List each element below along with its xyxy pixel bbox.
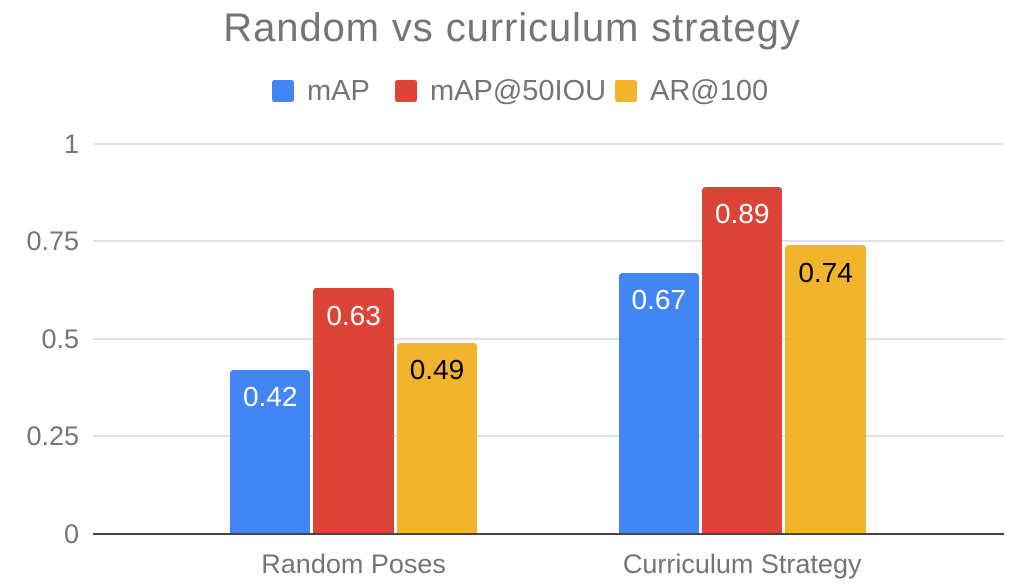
bar-mAP@50IOU-Curriculum Strategy: 0.89	[702, 186, 783, 535]
gridline-0.5	[93, 337, 1004, 340]
y-axis-tick-label: 1	[63, 129, 79, 159]
legend-swatch-AR@100	[615, 79, 637, 102]
bar-value-label: 0.49	[409, 354, 465, 386]
legend-swatch-mAP	[272, 79, 294, 102]
gridline-0.75	[93, 240, 1004, 243]
legend-label-AR@100: AR@100	[650, 75, 769, 107]
bar-value-label: 0.74	[798, 256, 853, 288]
legend-label-mAP@50IOU: mAP@50IOU	[430, 75, 607, 107]
bar-value-label: 0.63	[326, 299, 381, 331]
bar-value-label: 0.67	[631, 284, 687, 316]
legend-swatch-mAP@50IOU	[395, 79, 417, 102]
bar-mAP-Curriculum Strategy: 0.67	[618, 272, 699, 535]
x-axis-category-label: Random Poses	[261, 549, 446, 579]
y-axis-tick-label: 0	[63, 518, 79, 549]
chart-title: Random vs curriculum strategy	[223, 6, 801, 50]
y-axis-tick-label: 0.75	[26, 226, 79, 257]
gridline-1	[93, 143, 1004, 145]
bar-AR@100-Random Poses: 0.49	[396, 342, 478, 535]
y-axis-tick-label: 0.5	[41, 323, 79, 354]
legend-label-mAP: mAP	[307, 75, 370, 107]
y-axis-tick-label: 0.25	[26, 421, 79, 452]
x-axis-category-label: Curriculum Strategy	[622, 549, 862, 579]
x-axis-line	[93, 532, 1004, 535]
bar-mAP-Random Poses: 0.42	[230, 369, 311, 535]
gridline-0.25	[93, 435, 1004, 438]
bar-value-label: 0.42	[242, 381, 298, 413]
bar-AR@100-Curriculum Strategy: 0.74	[785, 245, 866, 535]
bar-mAP@50IOU-Random Poses: 0.63	[313, 288, 394, 535]
bar-value-label: 0.89	[714, 198, 770, 230]
